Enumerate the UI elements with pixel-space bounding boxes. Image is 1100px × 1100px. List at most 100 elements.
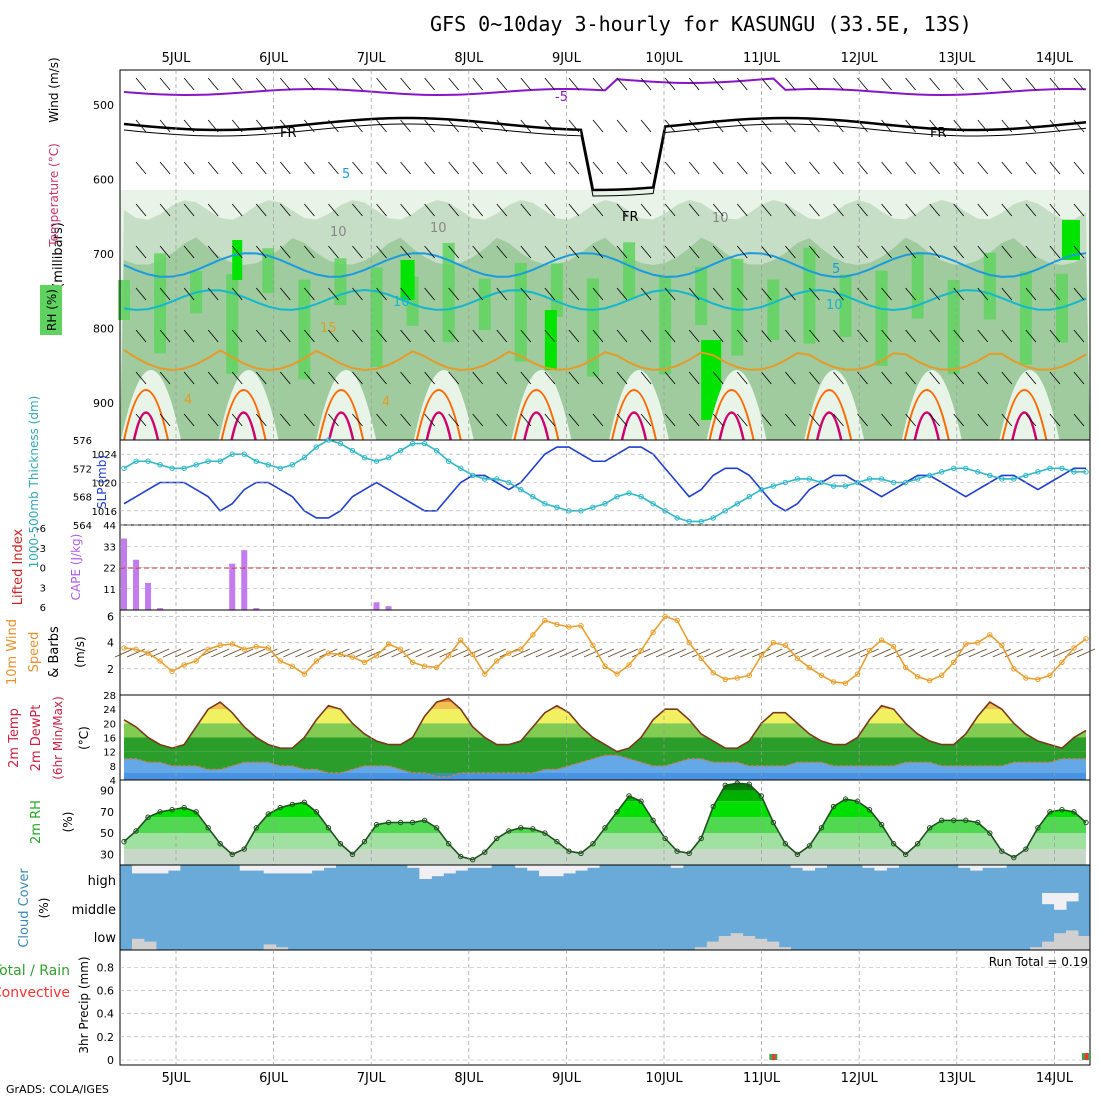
wind-barb xyxy=(472,77,484,91)
wind-barb xyxy=(207,329,219,343)
thickness-line-point xyxy=(951,465,957,472)
rh-line-point xyxy=(758,793,765,799)
wind-barb xyxy=(162,648,182,658)
contour-25 xyxy=(425,411,453,441)
rh-line-point xyxy=(939,817,945,824)
rh-blob xyxy=(839,274,852,337)
cloud-high-gap xyxy=(551,865,564,877)
rh-line-point xyxy=(626,793,632,799)
contour-label: 10 xyxy=(430,221,447,236)
wind-speed-line-point xyxy=(626,662,632,668)
rh-tick-label: 90 xyxy=(100,785,114,798)
date-label-bottom: 7JUL xyxy=(357,1071,387,1086)
wind-barb xyxy=(247,648,266,658)
rh-line-point xyxy=(842,796,849,802)
wind-barb xyxy=(448,161,459,175)
cloud-high-gap xyxy=(587,865,600,868)
wind-barb xyxy=(448,203,459,217)
wind-barb xyxy=(761,371,772,385)
thickness-line-point xyxy=(385,455,392,461)
rh-line-point xyxy=(698,835,704,842)
wind-barb xyxy=(511,648,531,658)
wind-barb xyxy=(736,161,748,175)
wind-barb xyxy=(207,77,219,91)
contour-20 xyxy=(513,389,560,441)
rh-line-point xyxy=(205,825,211,831)
wind-barb xyxy=(520,203,532,217)
thickness-line-point xyxy=(987,472,993,479)
wind-barb xyxy=(472,203,484,217)
precip-label-2: Convective xyxy=(0,985,70,1001)
wind-barb xyxy=(881,203,892,217)
wind-speed-line-point xyxy=(987,632,993,638)
wind-barb xyxy=(761,77,772,91)
wind-barb xyxy=(1001,161,1013,175)
wind-barb xyxy=(496,77,508,91)
rh-line-point xyxy=(421,817,428,824)
thickness-line-point xyxy=(830,483,837,489)
wind-barb xyxy=(355,648,374,658)
rh-line-point xyxy=(277,804,284,811)
wind-speed-line-point xyxy=(770,639,777,646)
wind-barb xyxy=(788,648,807,658)
wind-barb xyxy=(640,77,652,91)
wind-barb xyxy=(520,287,532,301)
thickness-line-point xyxy=(626,490,632,496)
wind-barb xyxy=(872,648,891,658)
thickness-line-point xyxy=(409,440,416,447)
wind-barb xyxy=(1049,203,1061,217)
wind-barb xyxy=(135,77,147,91)
wind-barb xyxy=(559,648,579,658)
wind-barb xyxy=(764,648,783,658)
rh-line-point xyxy=(1083,819,1089,826)
wind-barb xyxy=(391,648,410,658)
wind-barb xyxy=(544,245,556,259)
thickness-line-point xyxy=(157,462,163,468)
wind-barb xyxy=(761,245,772,259)
wind-barb xyxy=(616,287,628,301)
wind-barb xyxy=(304,161,315,175)
wind-barb xyxy=(448,371,459,385)
rh-blob xyxy=(731,258,744,356)
wind-barb xyxy=(159,371,171,385)
wind-barb xyxy=(280,371,291,385)
thickness-line-point xyxy=(1071,469,1077,475)
wind-barb xyxy=(307,648,326,658)
cloud-low-bar xyxy=(742,936,756,950)
rh-line-point xyxy=(301,799,308,806)
cloud-low-bar xyxy=(131,938,145,950)
cloud-high-gap xyxy=(323,865,337,868)
wind-barb xyxy=(255,203,267,217)
wind-barb xyxy=(183,287,195,301)
cloud-high-gap xyxy=(455,865,468,871)
upper-air-panel: -5 FR FR FR 5 5 10 10 15 4 4 10 10 10 500 600 700 800 900 (… xyxy=(40,57,1091,441)
wind-barb xyxy=(448,329,459,343)
wind-barb xyxy=(712,119,724,133)
wind-barb xyxy=(1025,287,1037,301)
wind-barb xyxy=(544,329,556,343)
cloud-high-gap xyxy=(814,865,828,868)
wind-barb xyxy=(655,648,675,658)
wind-barb xyxy=(785,203,796,217)
wind-barb xyxy=(905,371,916,385)
rh-line-point xyxy=(265,811,271,817)
temp-fill-band xyxy=(124,723,1086,738)
wind-barb xyxy=(255,287,267,301)
wind-barb xyxy=(544,161,556,175)
wind-speed-line-point xyxy=(963,641,969,647)
wind-speed-line-point xyxy=(758,653,765,659)
thickness-line-point xyxy=(806,476,813,482)
wind-barb xyxy=(1025,203,1037,217)
wind-barb xyxy=(977,329,989,343)
wind-barb xyxy=(568,287,580,301)
wind-barb xyxy=(664,329,676,343)
wind-barb xyxy=(255,329,267,343)
wind-speed-line-point xyxy=(554,621,560,628)
contour-label: 15 xyxy=(320,321,337,336)
wind-barb xyxy=(352,287,363,301)
wind-barb xyxy=(135,329,147,343)
wind-barb xyxy=(1001,245,1013,259)
wind-barb xyxy=(207,203,219,217)
rh-line-point xyxy=(145,814,151,820)
